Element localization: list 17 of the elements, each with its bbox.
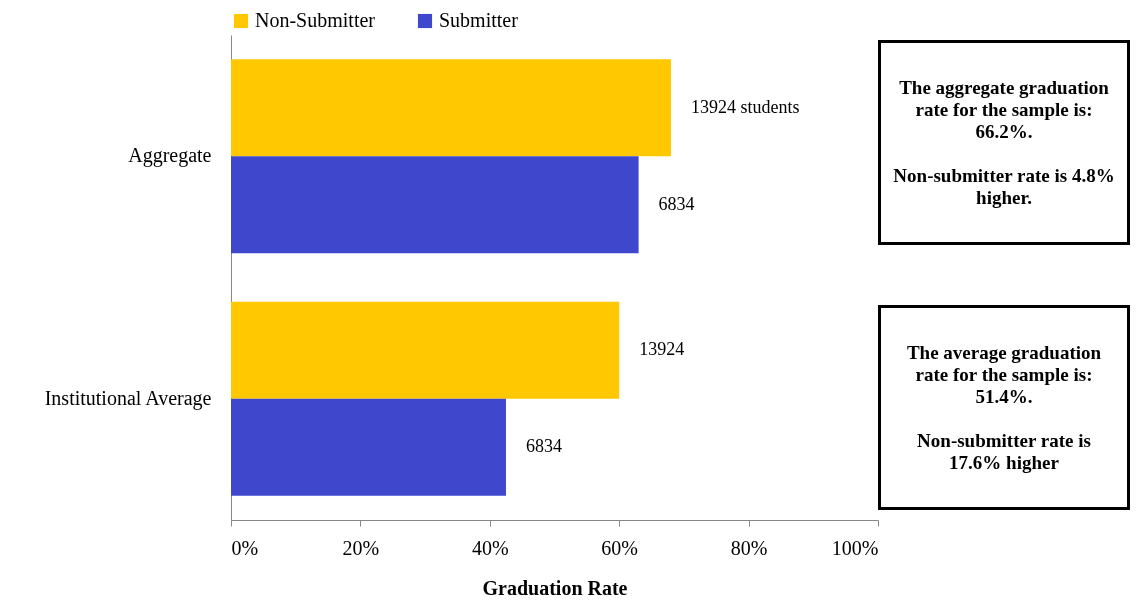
annotation: 6834 [658, 193, 695, 214]
y-tick-label: Institutional Average [44, 386, 212, 410]
legend-label: Non-Submitter [255, 9, 376, 31]
x-axis-title: Graduation Rate [482, 576, 628, 599]
x-tick-label: 80% [730, 536, 768, 559]
annotation: 6834 [525, 436, 562, 457]
y-tick-label: Aggregate [128, 144, 212, 168]
annotation: 13924 students [690, 96, 800, 117]
note-box: The average graduation rate for the sample is: 51.4%. Non-submitter rate is 17.6% higher [878, 305, 1130, 510]
annotation: 13924 [639, 339, 685, 360]
x-tick-label: 100% [831, 536, 879, 559]
x-tick-label: 0% [231, 536, 259, 559]
note-box: The aggregate graduation rate for the sample is: 66.2%. Non-submitter rate is 4.8% higher. [878, 40, 1130, 245]
legend-label: Submitter [439, 9, 519, 31]
x-tick-label: 60% [601, 536, 639, 559]
x-tick-label: 20% [342, 536, 380, 559]
x-tick-label: 40% [471, 536, 509, 559]
